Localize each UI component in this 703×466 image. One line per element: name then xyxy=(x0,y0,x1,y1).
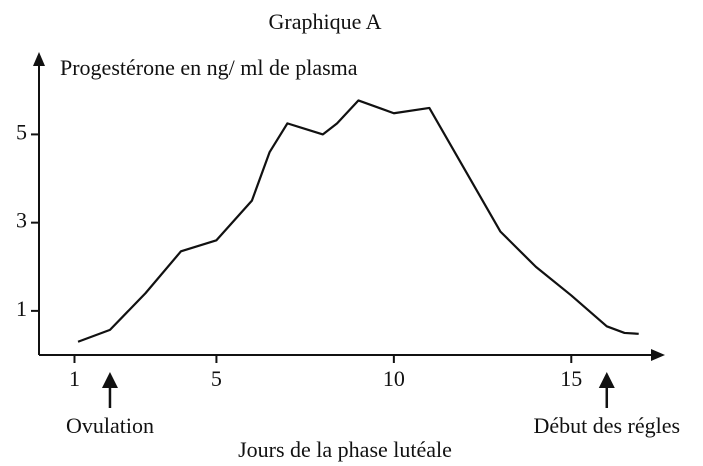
annotation-arrowhead xyxy=(598,372,615,388)
x-axis-arrow xyxy=(651,349,665,361)
annotation-text: Début des régles xyxy=(533,413,680,438)
annotation-text: Ovulation xyxy=(66,413,154,438)
chart-title: Graphique A xyxy=(268,9,381,34)
x-tick-label: 10 xyxy=(383,366,405,391)
x-tick-label: 15 xyxy=(560,366,582,391)
y-tick-label: 1 xyxy=(16,296,27,321)
y-axis-label: Progestérone en ng/ ml de plasma xyxy=(60,55,358,80)
y-axis-arrow xyxy=(33,52,45,66)
x-tick-label: 5 xyxy=(211,366,222,391)
y-tick-label: 5 xyxy=(16,119,27,144)
data-line xyxy=(77,99,639,343)
y-tick-label: 3 xyxy=(16,208,27,233)
x-axis-label: Jours de la phase lutéale xyxy=(238,437,452,462)
annotation-arrowhead xyxy=(101,372,118,388)
x-tick-label: 1 xyxy=(69,366,80,391)
